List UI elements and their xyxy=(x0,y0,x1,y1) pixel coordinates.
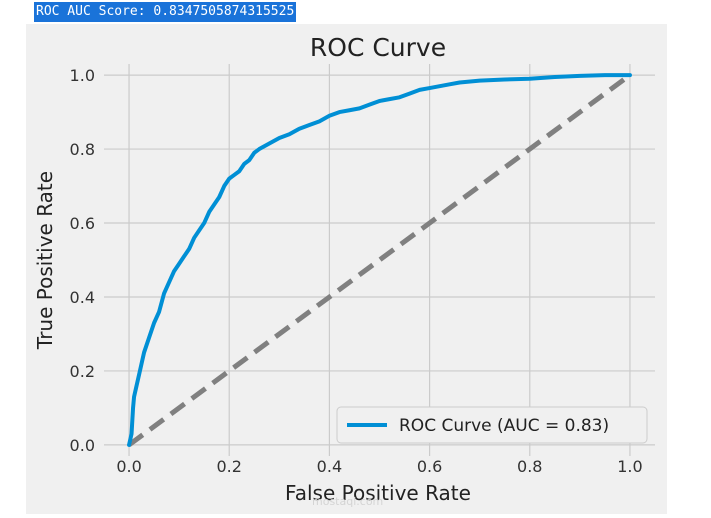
x-tick-label: 0.2 xyxy=(217,457,242,476)
x-tick-label: 0.4 xyxy=(317,457,342,476)
y-tick-label: 0.4 xyxy=(70,288,95,307)
y-tick-label: 0.8 xyxy=(70,140,95,159)
y-tick-label: 0.2 xyxy=(70,362,95,381)
watermark-text: mostaql.com xyxy=(312,495,384,508)
x-axis-label: False Positive Rate xyxy=(285,481,471,505)
chart-title: ROC Curve xyxy=(310,33,446,62)
x-tick-label: 0.0 xyxy=(116,457,141,476)
plot-area xyxy=(104,64,655,456)
y-tick-label: 0.6 xyxy=(70,214,95,233)
x-tick-label: 0.6 xyxy=(417,457,442,476)
tick-labels: 0.0 0.2 0.4 0.6 0.8 1.0 0.0 0.2 0.4 0.6 0.8 1.0 xyxy=(70,66,643,476)
x-tick-label: 1.0 xyxy=(617,457,642,476)
y-tick-label: 1.0 xyxy=(70,66,95,85)
legend-box xyxy=(336,406,648,444)
y-axis-label: True Positive Rate xyxy=(33,171,57,350)
legend-label-roc: ROC Curve (AUC = 0.83) xyxy=(399,416,609,436)
series xyxy=(127,73,632,447)
legend: ROC Curve (AUC = 0.83) xyxy=(336,406,648,444)
y-tick-label: 0.0 xyxy=(70,436,95,455)
x-tick-label: 0.8 xyxy=(517,457,542,476)
roc-auc-score-output: ROC AUC Score: 0.8347505874315525 xyxy=(34,2,297,22)
roc-curve-line xyxy=(127,73,632,447)
